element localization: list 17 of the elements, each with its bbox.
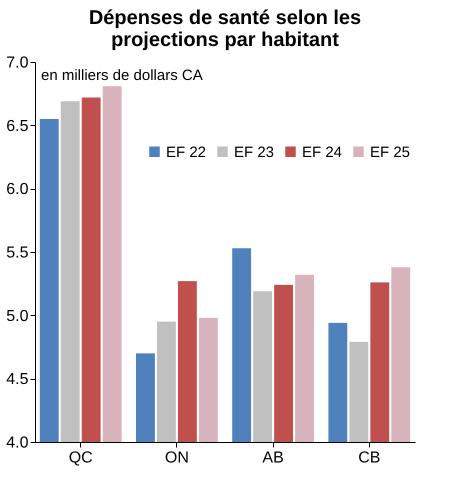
legend-label: EF 24 — [302, 144, 342, 161]
x-tick-label: ON — [164, 450, 189, 466]
x-tick-label: CB — [358, 450, 380, 466]
legend-label: EF 23 — [234, 144, 274, 161]
y-tick-label: 6.0 — [6, 181, 29, 198]
y-tick-label: 7.0 — [6, 54, 29, 72]
y-tick-label: 4.5 — [6, 371, 29, 388]
y-tick-label: 5.5 — [6, 244, 29, 262]
chart-title: Dépenses de santé selon les projections par habitant — [88, 7, 362, 51]
y-tick-label: 4.0 — [6, 434, 29, 452]
legend-label: EF 22 — [166, 144, 206, 161]
x-tick-label: AB — [262, 450, 284, 466]
legend-label: EF 25 — [370, 144, 410, 161]
x-tick-label: QC — [68, 450, 93, 466]
y-tick-label: 5.0 — [6, 308, 29, 325]
y-tick-label: 6.5 — [6, 118, 29, 135]
annotation: en milliers de dollars CA — [41, 67, 203, 84]
